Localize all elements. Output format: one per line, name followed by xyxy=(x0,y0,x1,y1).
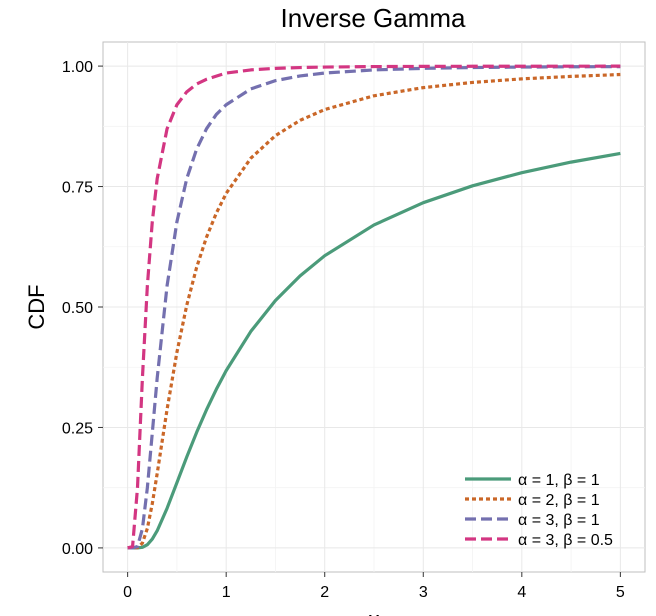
x-tick-label: 1 xyxy=(222,584,231,601)
y-tick-label: 0.00 xyxy=(62,541,93,558)
series-line-1 xyxy=(127,151,621,550)
y-tick-label: 0.50 xyxy=(62,300,93,317)
x-tick-label: 2 xyxy=(320,584,329,601)
chart-title: Inverse Gamma xyxy=(281,3,466,33)
y-tick-label: 0.25 xyxy=(62,420,93,437)
y-axis: 0.00 0.25 0.50 0.75 1.00 xyxy=(62,59,103,558)
legend-label-2: α = 2, β = 1 xyxy=(518,492,600,509)
x-tick-label: 0 xyxy=(123,584,132,601)
y-tick-label: 0.75 xyxy=(62,180,93,197)
legend-label-4: α = 3, β = 0.5 xyxy=(518,532,613,549)
x-tick-label: 4 xyxy=(517,584,526,601)
legend-label-3: α = 3, β = 1 xyxy=(518,512,600,529)
series-line-3 xyxy=(127,65,621,550)
grid xyxy=(103,42,645,572)
series-line-2 xyxy=(127,72,621,550)
y-axis-title: CDF xyxy=(24,284,49,329)
series-layer xyxy=(127,64,621,550)
series-line-4 xyxy=(127,64,621,550)
legend: α = 1, β = 1 α = 2, β = 1 α = 3, β = 1 α = … xyxy=(465,472,613,549)
legend-label-1: α = 1, β = 1 xyxy=(518,472,600,489)
y-tick-label: 1.00 xyxy=(62,59,93,76)
x-axis: 0 1 2 3 4 5 xyxy=(123,572,625,601)
x-tick-label: 5 xyxy=(616,584,625,601)
x-axis-title: x xyxy=(369,607,380,616)
x-tick-label: 3 xyxy=(419,584,428,601)
